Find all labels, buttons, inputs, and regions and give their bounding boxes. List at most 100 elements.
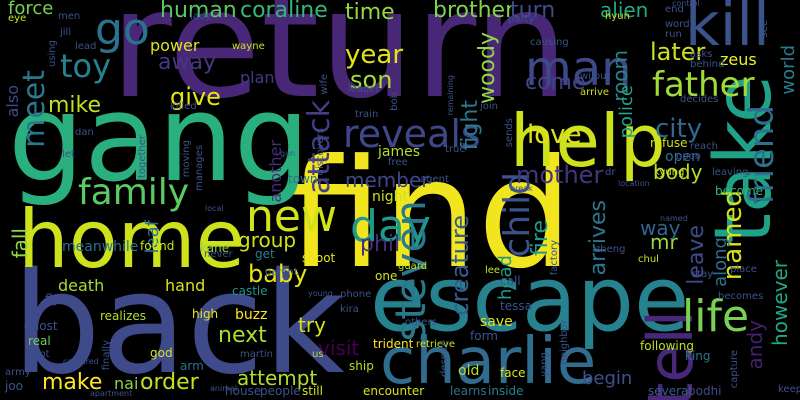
word-mother: mother — [516, 161, 604, 189]
word-sends: sends — [504, 118, 515, 148]
word-reach: reach — [690, 141, 719, 152]
word-one: one — [375, 269, 398, 283]
word-fly: fly — [45, 292, 60, 306]
word-gun: gun — [280, 149, 296, 158]
word-visit: visit — [318, 336, 360, 360]
word-lady: lady — [190, 11, 212, 22]
word-dan: dan — [75, 127, 94, 138]
word-meet: meet — [17, 70, 52, 148]
word-retrieve: retrieve — [416, 339, 456, 350]
word-kane: kane — [200, 241, 230, 255]
word-phil: phil — [360, 232, 401, 257]
word-others: others — [405, 317, 437, 328]
word-lee: lee — [485, 265, 501, 276]
word-baby: baby — [248, 260, 308, 288]
word-parent: parent — [265, 267, 298, 278]
word-realizes: realizes — [100, 309, 147, 323]
word-back: back — [12, 243, 345, 400]
word-break: break — [510, 184, 533, 193]
word-hand: hand — [165, 276, 206, 295]
word-end: end — [665, 4, 684, 15]
word-nai: nai — [114, 374, 139, 393]
word-try: try — [298, 313, 326, 337]
word-captured: captured — [63, 357, 99, 366]
word-refuse: refuse — [650, 136, 688, 150]
word-shoot: shoot — [302, 251, 336, 265]
word-find: find — [288, 128, 573, 302]
word-member: member — [345, 168, 430, 192]
word-join: join — [480, 101, 499, 112]
word-later: later — [650, 38, 706, 66]
word-way: way — [640, 216, 681, 240]
word-high: high — [192, 307, 219, 321]
word-place: place — [730, 264, 757, 275]
word-factory: factory — [549, 240, 560, 276]
word-buzz: buzz — [235, 307, 268, 323]
word-ship: ship — [349, 359, 374, 373]
word-along: along — [710, 237, 731, 287]
word-jill: jill — [60, 27, 72, 38]
word-trident: trident — [373, 337, 414, 351]
word-away: away — [158, 50, 216, 75]
word-joo: joo — [5, 379, 24, 393]
word-see: see — [759, 20, 770, 38]
word-toy: toy — [60, 47, 112, 85]
word-son: son — [350, 66, 393, 94]
word-body: body — [653, 160, 703, 184]
word-save: save — [480, 314, 513, 330]
word-lead: lead — [75, 41, 97, 52]
word-never: never — [204, 249, 233, 260]
word-order: order — [140, 370, 199, 395]
word-control: control — [672, 0, 700, 8]
word-power: power — [150, 36, 200, 55]
word-attempt: attempt — [237, 366, 318, 390]
word-police: police — [616, 85, 637, 139]
word-new: new — [246, 191, 337, 242]
word-together: together — [137, 135, 148, 179]
word-give: give — [170, 83, 221, 111]
word-god: god — [150, 346, 173, 360]
word-remaining: remaining — [446, 75, 455, 116]
word-hyun: hyun — [605, 11, 630, 22]
word-wife: wife — [319, 74, 330, 95]
word-castle: castle — [232, 284, 268, 298]
word-open: open — [665, 149, 700, 165]
word-charlie: charlie — [380, 325, 597, 399]
word-using: using — [47, 40, 58, 68]
word-us: us — [312, 349, 324, 360]
word-causing: causing — [530, 37, 569, 48]
word-agent: agent — [420, 174, 449, 185]
word-killed: killed — [170, 101, 197, 112]
word-discovers: discovers — [315, 128, 326, 176]
word-make: make — [42, 370, 103, 395]
word-bob: bob — [389, 92, 400, 111]
word-local: local — [205, 204, 224, 213]
word-life: life — [682, 291, 750, 342]
word-true: true — [445, 144, 466, 155]
word-kyung: kyung — [654, 167, 685, 178]
word-army: army — [5, 367, 31, 378]
word-let: let — [62, 149, 75, 160]
word-turn: turn — [510, 0, 556, 23]
word-ghost: ghost — [24, 319, 58, 333]
word-man: man — [525, 41, 632, 97]
word-manages: manages — [194, 145, 205, 192]
word-alien: alien — [600, 0, 649, 22]
word-get: get — [255, 247, 275, 261]
word-gang: gang — [8, 70, 310, 209]
word-city: city — [655, 114, 703, 144]
word-night: night — [372, 189, 409, 205]
word-however: however — [768, 260, 792, 346]
word-human: human — [160, 0, 237, 23]
word-named: named — [660, 214, 688, 223]
word-home: home — [18, 193, 245, 286]
word-force: force — [8, 0, 54, 19]
word-love: love — [527, 120, 582, 150]
word-old: old — [458, 363, 480, 379]
word-fall: fall — [8, 228, 32, 259]
word-king: king — [685, 349, 711, 363]
word-father: father — [652, 65, 755, 105]
word-shot: shot — [28, 349, 50, 360]
word-despite: despite — [439, 340, 450, 377]
word-upon: upon — [676, 151, 702, 162]
